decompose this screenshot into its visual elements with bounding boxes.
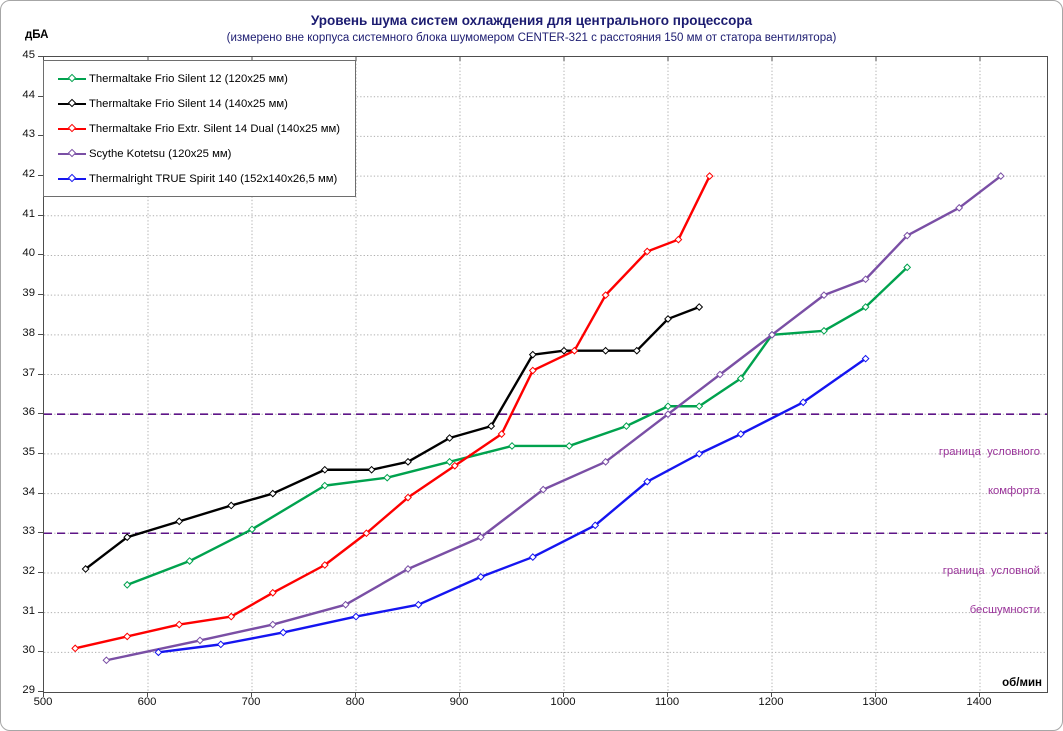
y-tick-label-43: 43 (22, 128, 35, 141)
series-markers-3 (102, 172, 1005, 665)
legend-diamond-icon (67, 173, 77, 183)
x-tick-mark-700 (251, 692, 252, 697)
y-tick-label-34: 34 (22, 485, 35, 498)
series-markers-1 (81, 303, 704, 573)
x-tick-mark-1400 (979, 692, 980, 697)
series-line-3 (106, 175, 1002, 662)
chart-title: Уровень шума систем охлаждения для центр… (310, 13, 753, 28)
y-tick-label-42: 42 (22, 168, 35, 181)
x-tick-label-1300: 1300 (862, 696, 888, 708)
legend-diamond-icon (67, 148, 77, 158)
y-tick-label-35: 35 (22, 445, 35, 458)
legend-item-4: Thermalright TRUE Spirit 140 (152x140x26… (44, 166, 355, 191)
y-tick-label-37: 37 (22, 366, 35, 379)
x-tick-mark-1300 (875, 692, 876, 697)
x-tick-mark-500 (43, 692, 44, 697)
legend-swatch-icon (58, 123, 86, 133)
x-tick-label-800: 800 (345, 696, 365, 708)
y-tick-mark-44 (38, 95, 43, 97)
x-tick-label-1100: 1100 (654, 696, 680, 708)
y-tick-label-30: 30 (22, 644, 35, 657)
series-markers-4 (154, 354, 870, 657)
y-tick-mark-34 (38, 492, 43, 494)
y-tick-mark-40 (38, 254, 43, 256)
legend-swatch-icon (58, 98, 86, 108)
y-tick-label-39: 39 (22, 287, 35, 300)
y-tick-label-32: 32 (22, 564, 35, 577)
y-tick-label-40: 40 (22, 247, 35, 260)
y-tick-label-38: 38 (22, 326, 35, 339)
x-tick-label-900: 900 (449, 696, 469, 708)
y-tick-label-36: 36 (22, 406, 35, 419)
legend-swatch-icon (58, 148, 86, 158)
legend-item-label: Thermaltake Frio Silent 14 (140x25 мм) (89, 97, 288, 110)
x-tick-mark-900 (459, 692, 460, 697)
chart-subtitle: (измерено вне корпуса системного блока ш… (226, 32, 837, 44)
y-tick-mark-31 (38, 611, 43, 613)
x-axis-unit-label: об/мин (1002, 677, 1042, 689)
legend-item-label: Thermalright TRUE Spirit 140 (152x140x26… (89, 172, 338, 185)
y-tick-label-41: 41 (22, 207, 35, 220)
series-line-1 (84, 305, 700, 570)
x-tick-mark-1100 (667, 692, 668, 697)
y-tick-mark-39 (38, 294, 43, 296)
legend-item-label: Thermaltake Frio Silent 12 (120x25 мм) (89, 72, 288, 85)
y-tick-mark-45 (38, 56, 43, 57)
x-tick-label-1000: 1000 (550, 696, 576, 708)
x-tick-label-600: 600 (137, 696, 157, 708)
y-tick-mark-38 (38, 333, 43, 335)
legend-item-3: Scythe Kotetsu (120x25 мм) (44, 141, 355, 166)
y-tick-label-33: 33 (22, 525, 35, 538)
x-tick-mark-600 (147, 692, 148, 697)
series-line-0 (126, 266, 909, 586)
legend: Thermaltake Frio Silent 12 (120x25 мм) Th… (43, 60, 356, 197)
series-line-4 (158, 357, 867, 654)
legend-item-label: Thermaltake Frio Extr. Silent 14 Dual (1… (89, 122, 340, 135)
x-tick-label-1400: 1400 (966, 696, 992, 708)
y-tick-mark-42 (38, 175, 43, 177)
y-tick-mark-35 (38, 452, 43, 454)
legend-swatch-icon (58, 173, 86, 183)
y-tick-label-29: 29 (22, 684, 35, 696)
legend-item-1: Thermaltake Frio Silent 14 (140x25 мм) (44, 91, 355, 116)
x-tick-mark-1200 (771, 692, 772, 697)
y-tick-label-44: 44 (22, 88, 35, 101)
series-markers-2 (71, 172, 714, 653)
y-tick-mark-33 (38, 532, 43, 534)
y-tick-mark-29 (38, 691, 43, 692)
x-tick-label-700: 700 (241, 696, 261, 708)
y-tick-mark-30 (38, 651, 43, 653)
y-tick-label-31: 31 (22, 604, 35, 617)
y-tick-label-45: 45 (22, 49, 35, 61)
y-tick-mark-32 (38, 571, 43, 573)
y-tick-mark-41 (38, 214, 43, 216)
y-tick-mark-36 (38, 413, 43, 415)
x-tick-label-1200: 1200 (758, 696, 784, 708)
legend-swatch-icon (58, 73, 86, 83)
y-tick-mark-37 (38, 373, 43, 375)
legend-diamond-icon (67, 98, 77, 108)
legend-item-0: Thermaltake Frio Silent 12 (120x25 мм) (44, 66, 355, 91)
plot-area: Thermaltake Frio Silent 12 (120x25 мм) Th… (43, 56, 1048, 693)
legend-diamond-icon (67, 123, 77, 133)
series-markers-0 (123, 263, 912, 589)
legend-item-label: Scythe Kotetsu (120x25 мм) (89, 147, 232, 160)
legend-item-2: Thermaltake Frio Extr. Silent 14 Dual (1… (44, 116, 355, 141)
y-axis-unit-label: дБА (25, 29, 49, 41)
silence-boundary-label: граница условной бесшумности (942, 565, 1040, 617)
x-tick-mark-1000 (563, 692, 564, 697)
y-tick-mark-43 (38, 135, 43, 137)
x-tick-mark-800 (355, 692, 356, 697)
legend-diamond-icon (67, 73, 77, 83)
comfort-boundary-label: граница условного комфорта (938, 446, 1040, 498)
x-tick-label-500: 500 (33, 696, 53, 708)
series-line-2 (74, 175, 711, 650)
